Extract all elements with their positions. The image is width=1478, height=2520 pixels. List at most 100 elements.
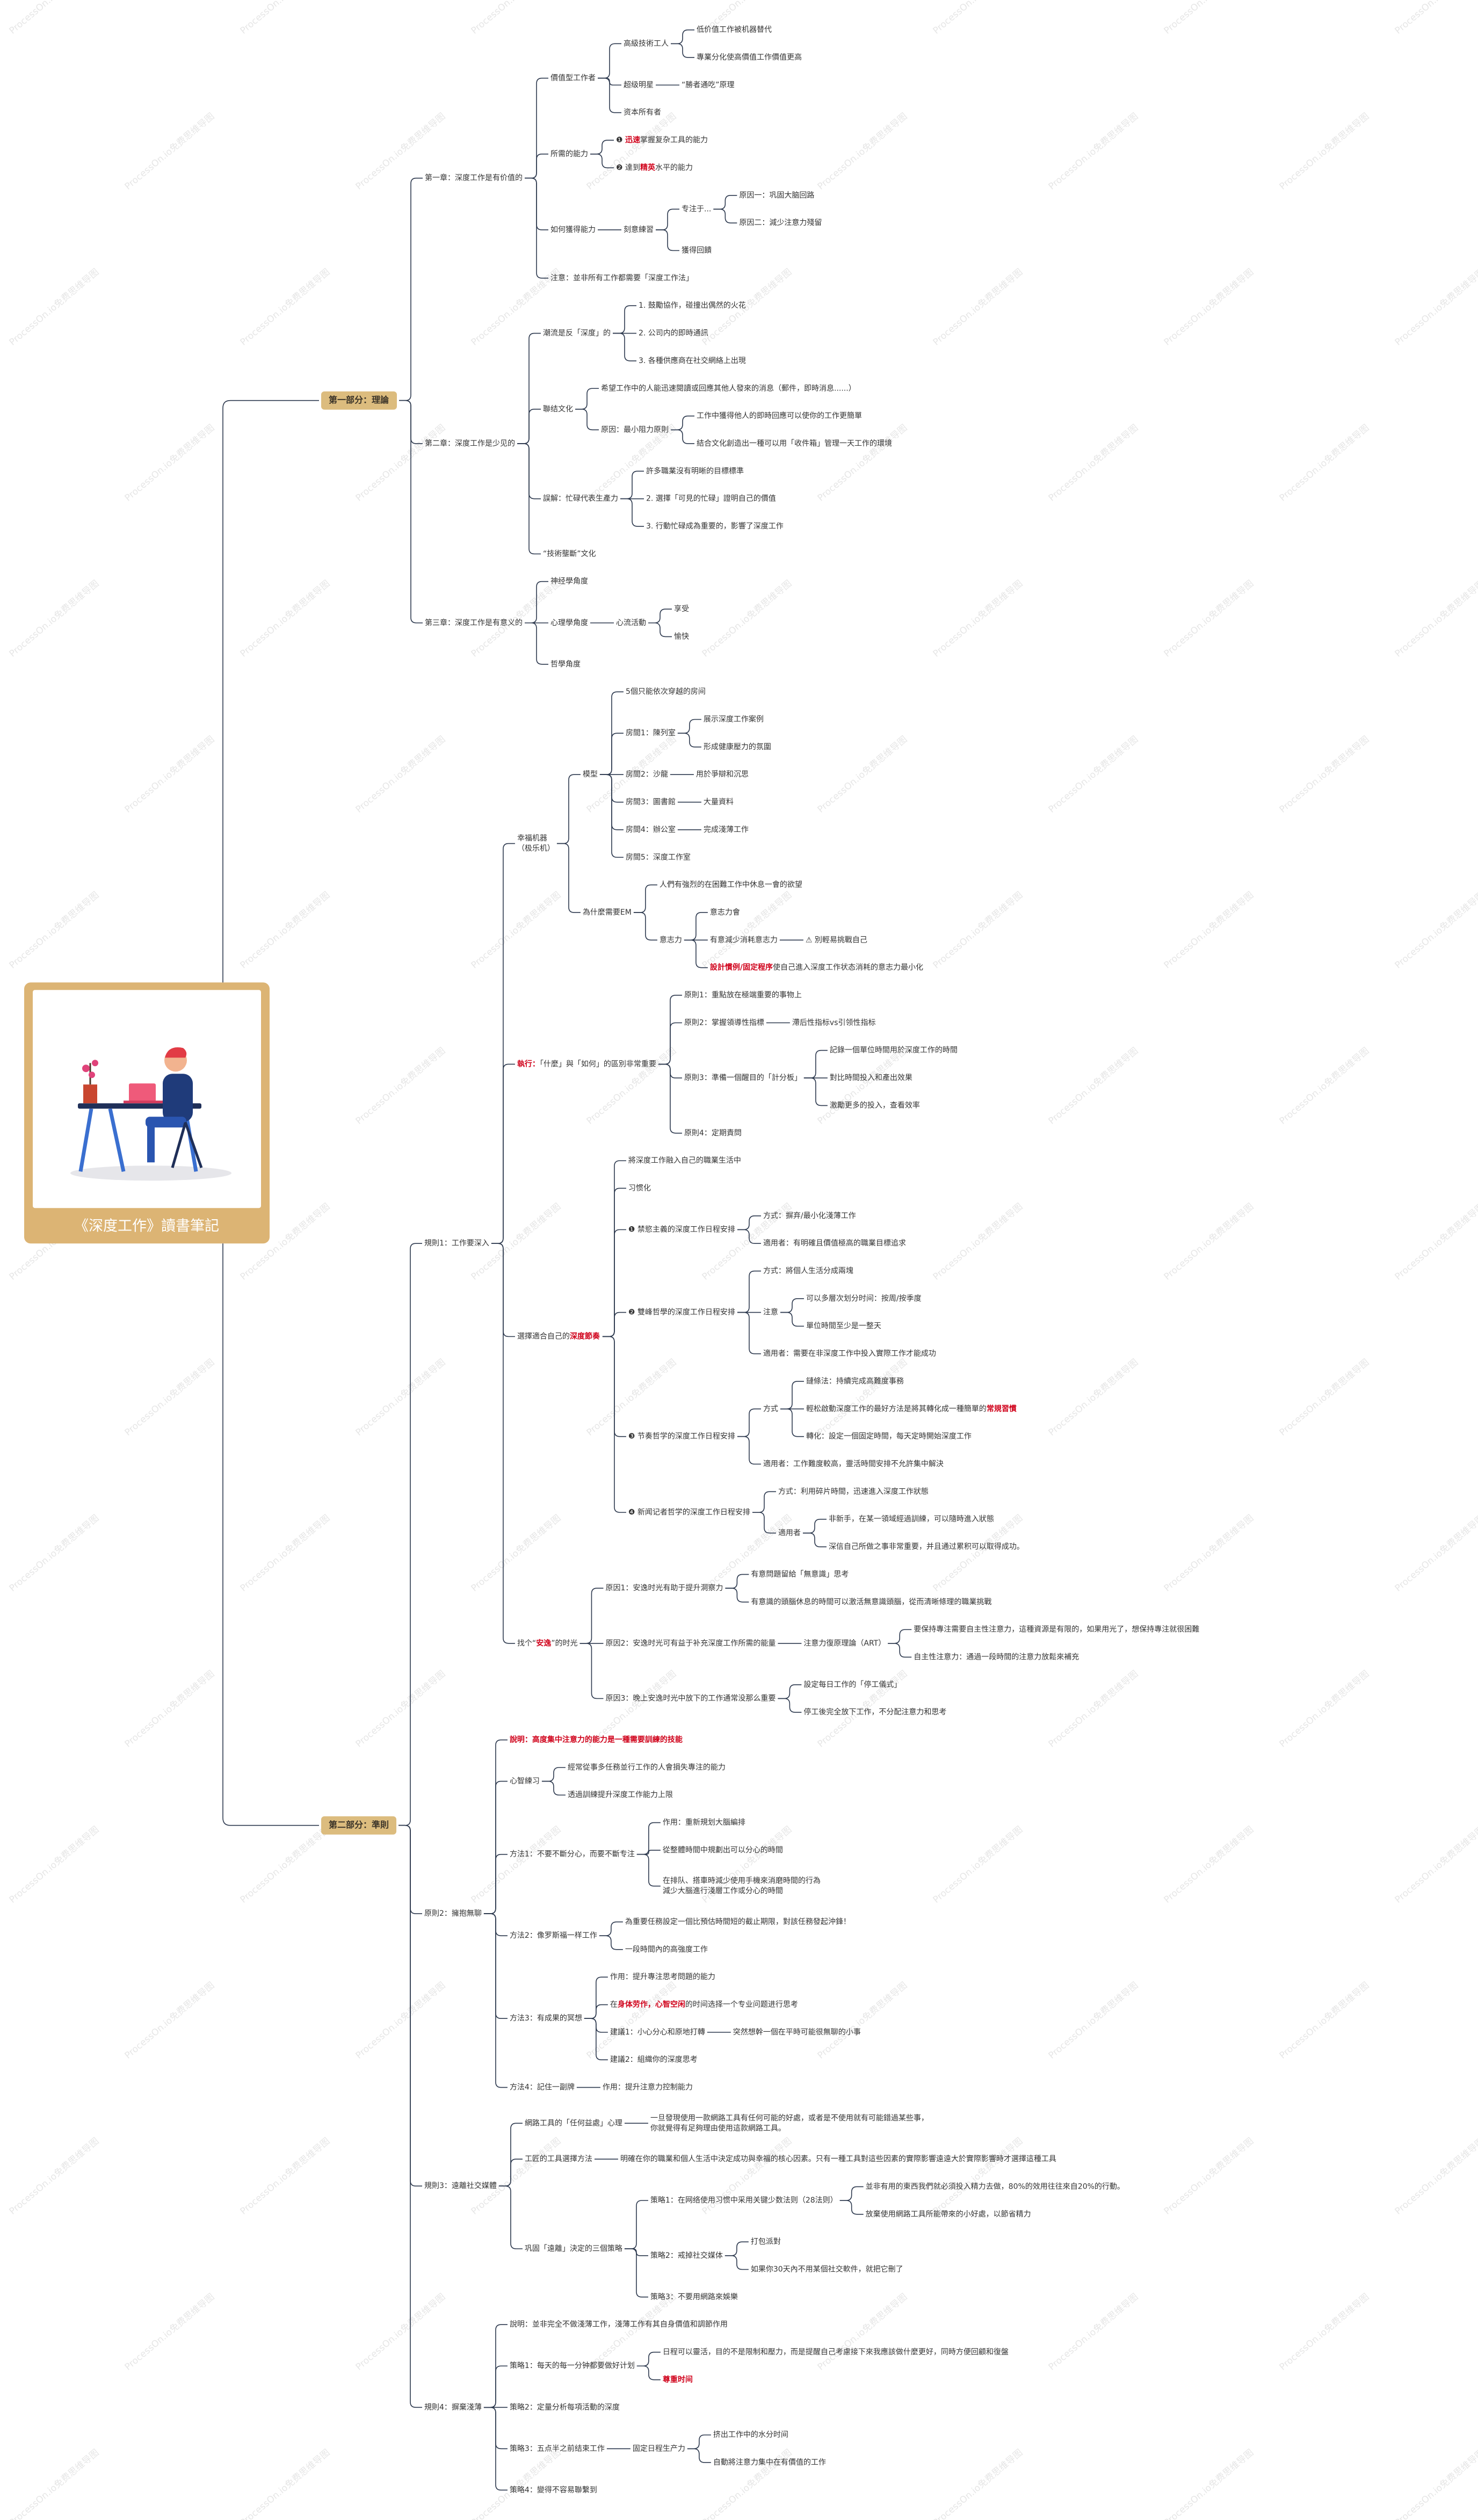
watermark: ProcessOn.io免费思维导图 (931, 1201, 1025, 1283)
connector (636, 1853, 661, 1887)
watermark: ProcessOn.io免费思维导图 (816, 423, 910, 504)
hair (165, 1047, 187, 1058)
node-text: ❹ 新闻记者哲学的深度工作日程安排 (628, 1508, 750, 1517)
node-text: 刻意練習 (624, 225, 654, 234)
node-text: 透過訓練提升深度工作能力上限 (568, 1791, 673, 1799)
watermark: ProcessOn.io免费思维导图 (1393, 0, 1478, 37)
connector (491, 1243, 515, 1644)
node-text: 為什麼需要EM (583, 908, 632, 917)
watermark: ProcessOn.io免费思维导图 (931, 890, 1025, 971)
connector (556, 774, 581, 844)
connector (802, 1532, 827, 1547)
connector (737, 1229, 761, 1244)
node-text: 心理學角度 (550, 619, 588, 627)
node-text: 自動將注意力集中在有價值的工作 (713, 2458, 826, 2467)
node-text: 如何獲得能力 (550, 225, 596, 234)
connector (737, 1436, 761, 1465)
connector (780, 1408, 804, 1437)
connector (598, 43, 621, 79)
text-line: 在排队、搭車時減少使用手機來消磨時間的行為 (663, 1876, 821, 1885)
watermark: ProcessOn.io免费思维导图 (8, 2447, 102, 2520)
node-text: 一段時間內的高強度工作 (625, 1945, 708, 1954)
node-text: 誤解：忙碌代表生產力 (543, 494, 618, 503)
connector (713, 194, 737, 210)
connector (525, 177, 548, 279)
connector (517, 443, 541, 555)
connector (556, 843, 581, 913)
node-text: 低价值工作被机器替代 (697, 26, 772, 34)
node-text: 原則2：掌握領導性指標 (684, 1018, 764, 1027)
watermark: ProcessOn.io免费思维导图 (1393, 267, 1478, 348)
node-text: 形成健康壓力的氛圍 (704, 742, 771, 751)
connector (590, 153, 614, 169)
watermark: ProcessOn.io免费思维导图 (123, 1669, 217, 1750)
watermark: ProcessOn.io免费思维导图 (123, 1357, 217, 1438)
text-line: 一旦發現使用一款網路工具有任何可能的好處，或者是不使用就有可能錯過某些事， (650, 2113, 929, 2123)
connector (888, 1629, 912, 1644)
root-title: 《深度工作》讀書筆記 (74, 1218, 219, 1235)
node-text: 享受 (674, 604, 689, 613)
watermark: ProcessOn.io免费思维导图 (1393, 578, 1478, 660)
node-text: 第二章：深度工作是少见的 (425, 439, 515, 448)
connector (803, 1077, 828, 1106)
node-text: 注意 (763, 1308, 778, 1317)
watermark: ProcessOn.io免费思维导图 (469, 2136, 563, 2217)
node-text: 原因一：巩固大脑回路 (739, 191, 814, 200)
watermark: ProcessOn.io免费思维导图 (8, 1513, 102, 1594)
watermark: ProcessOn.io免费思维导图 (1278, 734, 1372, 815)
connector (636, 1822, 661, 1855)
connector (517, 408, 541, 444)
branch-title: 第二部分：準則 (329, 1820, 389, 1830)
watermark: ProcessOn.io免费思维导图 (238, 0, 332, 37)
connector (725, 1588, 749, 1603)
node-text: 激勵更多的投入，查看效率 (830, 1100, 920, 1110)
watermark: ProcessOn.io免费思维导图 (931, 1824, 1025, 1906)
node-text: 在排队、搭車時減少使用手機來消磨時間的行為減少大腦進行淺層工作或分心的時間 (663, 1876, 821, 1895)
node-text: 人們有強烈的在困難工作中休息一會的欲望 (660, 880, 802, 889)
node-text: 5個只能依次穿越的房间 (626, 687, 706, 696)
watermark: ProcessOn.io免费思维导图 (1162, 1513, 1256, 1594)
node-text: “技術壟斷”文化 (543, 549, 596, 558)
connector (737, 1215, 761, 1230)
node-text: 愉快 (674, 632, 689, 641)
watermark: ProcessOn.io免费思维导图 (354, 1357, 448, 1438)
connector (636, 2351, 661, 2367)
node-text: 適用者：需要在非深度工作中投入實際工作才能成功 (763, 1349, 936, 1358)
node-text: 適用者 (778, 1528, 801, 1537)
connector (498, 2159, 523, 2186)
node-text: 原因2：安逸时光可有益于补充深度工作所需的能量 (605, 1639, 776, 1648)
connectors (222, 29, 912, 2491)
watermark: ProcessOn.io免费思维导图 (700, 890, 794, 971)
node-text: ❷ 雙峰哲學的深度工作日程安排 (628, 1308, 735, 1317)
node-text: 专注于... (682, 205, 711, 213)
connector (399, 400, 423, 624)
node-text: ❶ 禁慾主義的深度工作日程安排 (628, 1225, 735, 1234)
node-text: 日程可以靈活，目的不是限制和壓力，而是提醒自己考慮接下來我應該做什麼更好，同時方… (663, 2348, 1009, 2357)
node-text: 策略2：定量分析每項活動的深度 (510, 2402, 620, 2412)
watermark: ProcessOn.io免费思维导图 (1393, 2136, 1478, 2217)
watermark: ProcessOn.io免费思维导图 (816, 1357, 910, 1438)
node-text: 有意識的頭腦休息的時間可以激活無意識頭腦，從而清晰條理的職業挑戰 (751, 1597, 991, 1606)
text-run: 身体劳作，心智空闲 (618, 2000, 685, 2009)
node-text: 突然想幹一個在平時可能很無聊的小事 (733, 2027, 861, 2037)
connector (737, 1312, 761, 1355)
connector (613, 305, 636, 334)
node-text: “勝者通吃”原理 (682, 81, 735, 89)
watermark: ProcessOn.io免费思维导图 (931, 0, 1025, 37)
connector (483, 1913, 508, 2088)
watermark: ProcessOn.io免费思维导图 (1278, 1669, 1372, 1750)
node-text: 房間5：深度工作室 (626, 852, 691, 861)
node-text: 可以多層次划分时间：按周/按季度 (806, 1294, 922, 1303)
watermark: ProcessOn.io免费思维导图 (1162, 267, 1256, 348)
connector (590, 140, 614, 155)
node-text: 展示深度工作案例 (704, 714, 764, 723)
node-text: 策略1：每天的每一分钟都要做好计划 (510, 2361, 635, 2370)
node-text: 用於爭辯和沉思 (696, 770, 749, 779)
text-run: 「什麼」與「如何」的區別非常重要 (540, 1060, 656, 1068)
watermark: ProcessOn.io免费思维导图 (700, 578, 794, 660)
watermark: ProcessOn.io免费思维导图 (816, 734, 910, 815)
connector (671, 415, 694, 431)
watermark: ProcessOn.io免费思维导图 (8, 1824, 102, 1906)
watermark: ProcessOn.io免费思维导图 (585, 1980, 679, 2061)
watermark: ProcessOn.io免费思维导图 (1278, 1357, 1372, 1438)
